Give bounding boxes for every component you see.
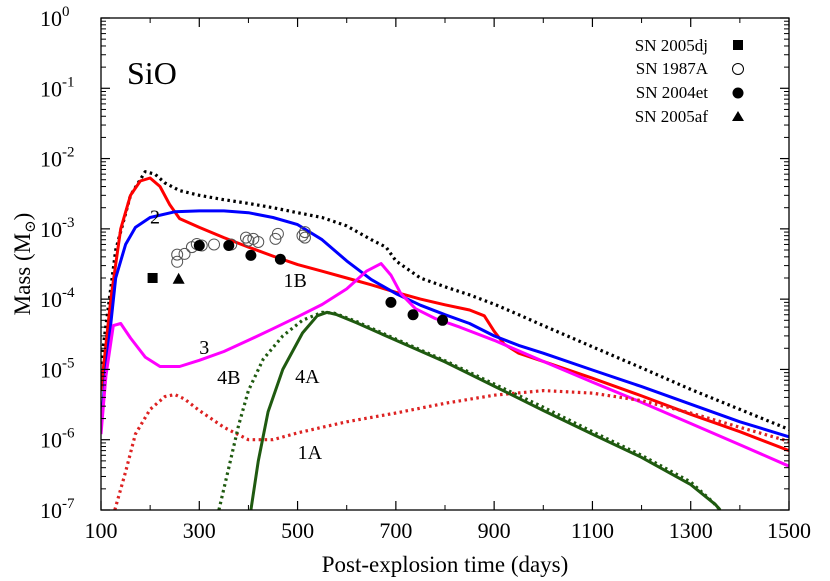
data-point-sn2004et (407, 309, 419, 321)
series-line-total (101, 170, 789, 431)
legend-entry-sn2004et: SN 2004et (636, 83, 744, 102)
legend-marker-open-circle (732, 63, 744, 75)
chart-title: SiO (127, 55, 177, 91)
x-tick-label: 100 (85, 518, 118, 543)
y-tick-label: 10-3 (40, 215, 75, 242)
legend-label-sn1987a: SN 1987A (636, 59, 709, 78)
x-tick-label: 300 (183, 518, 216, 543)
data-point-sn1987a (298, 231, 311, 244)
data-point-sn1987a (208, 238, 221, 251)
x-tick-label: 1500 (767, 518, 811, 543)
curve-label-3: 3 (199, 337, 209, 359)
x-tick-label: 1300 (669, 518, 713, 543)
data-point-sn2004et (245, 249, 257, 261)
x-tick-label: 500 (281, 518, 314, 543)
legend-label-sn2005af: SN 2005af (635, 107, 709, 126)
data-point-sn1987a (252, 236, 265, 249)
data-point-sn1987a (298, 226, 311, 239)
series-line-1a (113, 389, 789, 510)
data-point-sn2005dj (147, 272, 158, 283)
data-point-sn2004et (437, 314, 449, 326)
y-tick-label: 100 (40, 4, 70, 31)
x-tick-label: 1100 (571, 518, 614, 543)
data-point-sn2004et (223, 239, 235, 251)
data-point-sn1987a (239, 231, 252, 244)
data-point-sn1987a (271, 227, 284, 240)
x-axis-label: Post-explosion time (days) (322, 552, 569, 577)
y-tick-label: 10-6 (40, 426, 75, 453)
axes: 100 300 500 700 900 1100 1300 1500 100 10-1 10-2 10… (40, 4, 811, 543)
legend-label-sn2004et: SN 2004et (636, 83, 709, 102)
legend-marker-filled-triangle (732, 111, 744, 121)
legend: SN 2005dj SN 1987A SN 2004et SN 2005af (635, 36, 744, 126)
data-point-sn1987a (242, 234, 255, 247)
series-line-3 (101, 262, 789, 468)
legend-label-sn2005dj: SN 2005dj (635, 36, 708, 55)
legend-marker-filled-circle (732, 87, 744, 99)
legend-entry-sn2005af: SN 2005af (635, 107, 744, 126)
y-tick-label: 10-4 (40, 285, 75, 312)
curve-label-4a: 4A (295, 366, 320, 388)
data-point-sn1987a (171, 248, 184, 261)
data-point-sn1987a (178, 247, 191, 260)
legend-entry-sn1987a: SN 1987A (636, 59, 744, 78)
data-point-sn2004et (193, 239, 205, 251)
y-tick-label: 10-7 (40, 496, 75, 523)
data-point-sn1987a (296, 229, 309, 242)
data-point-sn2004et (385, 296, 397, 308)
y-tick-label: 10-1 (40, 74, 75, 101)
curve-label-1a: 1A (298, 442, 323, 464)
series-line-1b (101, 209, 789, 439)
y-axis-label: Mass (M⊙) (10, 213, 39, 316)
series-line-4b (217, 310, 722, 510)
data-point-sn2004et (274, 253, 286, 265)
curve-label-4b: 4B (217, 367, 240, 389)
legend-marker-filled-square (733, 40, 743, 50)
data-point-sn2005af (172, 272, 185, 284)
x-tick-label: 900 (478, 518, 511, 543)
y-tick-label: 10-5 (40, 355, 75, 382)
series-line-4a (249, 310, 722, 510)
data-point-sn1987a (171, 255, 184, 268)
y-tick-label: 10-2 (40, 145, 75, 172)
plot-content (101, 170, 789, 510)
x-tick-label: 700 (379, 518, 412, 543)
curve-label-1b: 1B (283, 270, 306, 292)
curve-label-2: 2 (150, 206, 160, 228)
legend-entry-sn2005dj: SN 2005dj (635, 36, 743, 55)
